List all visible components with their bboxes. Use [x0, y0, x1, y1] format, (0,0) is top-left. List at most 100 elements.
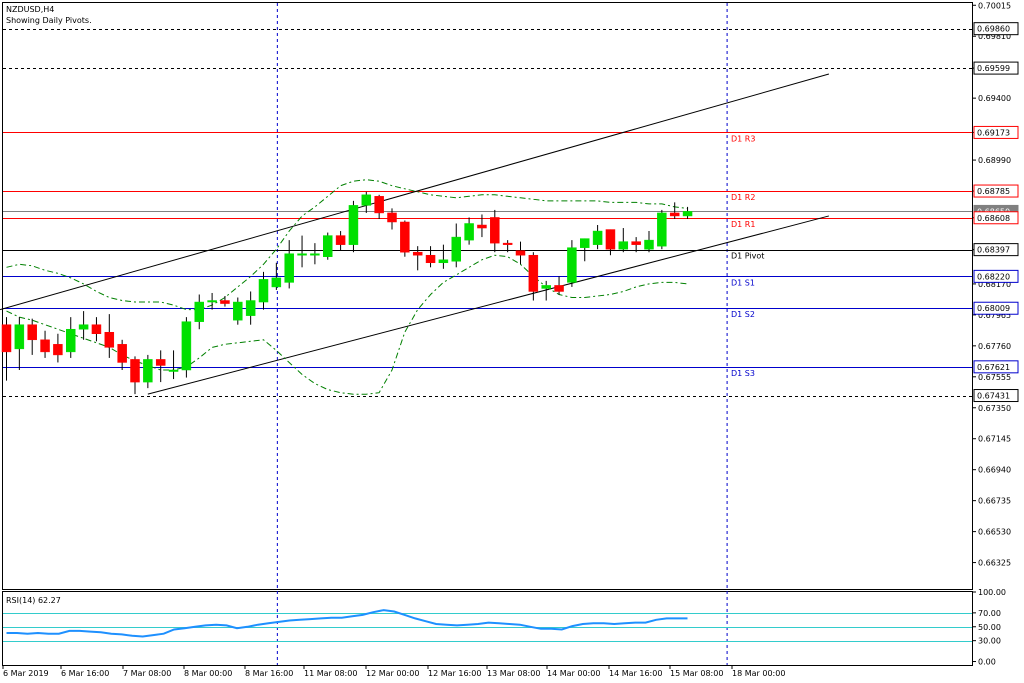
rsi-indicator: 100.00 70.00 50.00 30.00 0.00	[3, 588, 1006, 667]
candle-body	[618, 241, 629, 250]
candle-body	[605, 229, 616, 250]
time-axis-label: 18 Mar 00:00	[732, 669, 785, 678]
pivot-level-label: D1 R2	[731, 193, 755, 202]
time-axis-label: 8 Mar 00:00	[184, 669, 232, 678]
candle-body	[66, 328, 76, 353]
time-axis-label: 6 Mar 16:00	[61, 669, 109, 678]
candle-body	[53, 344, 63, 356]
candle-body	[130, 359, 140, 383]
price-axis-label: 0.69810	[978, 32, 1011, 41]
candle-body	[207, 300, 217, 303]
pivot-level-label: D1 Pivot	[731, 252, 764, 261]
price-tags: 0.698600.695990.691730.687850.686500.686…	[973, 22, 1019, 403]
price-tag-label: 0.67431	[977, 392, 1010, 401]
price-tag-label: 0.68220	[977, 272, 1010, 281]
time-axis-label: 11 Mar 08:00	[304, 669, 357, 678]
price-axis-label: 0.67350	[978, 404, 1011, 413]
price-axis-label: 0.67145	[978, 435, 1011, 444]
price-tag-box	[973, 243, 1019, 257]
time-axis-label: 12 Mar 16:00	[428, 669, 481, 678]
price-tag-box	[973, 22, 1019, 36]
candle-body	[387, 212, 397, 223]
candle-body	[155, 359, 166, 366]
price-axis-label: 0.68170	[978, 280, 1011, 289]
candle-body	[644, 239, 654, 250]
candle-body	[412, 251, 423, 256]
price-tag-label: 0.69599	[977, 64, 1010, 73]
candle-body	[438, 259, 449, 264]
candle-body	[682, 211, 693, 217]
price-tag-box	[973, 184, 1019, 198]
price-tag-box	[973, 269, 1019, 283]
candle-body	[91, 324, 102, 335]
candle-body	[310, 253, 320, 256]
price-tag-box	[973, 301, 1019, 315]
candle-body	[657, 212, 667, 247]
price-tag-box	[973, 360, 1019, 374]
price-axis-label: 0.70015	[978, 1, 1011, 10]
candle-body	[554, 285, 564, 292]
price-axis-label: 0.69400	[978, 94, 1011, 103]
candle-body	[567, 247, 577, 283]
price-axis-label: 0.66735	[978, 497, 1011, 506]
price-tag-label: 0.68608	[977, 214, 1010, 223]
candle-body	[168, 369, 179, 372]
price-tag-label: 0.69860	[977, 25, 1010, 34]
candle-body	[233, 301, 243, 321]
candle-body	[181, 321, 192, 371]
pivot-level-label: D1 R1	[731, 220, 755, 229]
period-separators	[276, 3, 728, 665]
time-axis-label: 14 Mar 00:00	[547, 669, 600, 678]
candle-body	[631, 241, 641, 245]
chart-subtitle: Showing Daily Pivots.	[6, 16, 92, 25]
candle-body	[14, 324, 25, 350]
price-axis: 0.70015 0.69810 0.69599 0.69400 0.69173 0.689…	[972, 1, 1011, 568]
pivot-level-label: D1 S2	[731, 310, 755, 319]
price-tag-box	[973, 389, 1019, 403]
rsi-axis-label: 70.00	[978, 609, 1001, 618]
candle-body	[258, 279, 269, 303]
channel-trend-line	[147, 215, 830, 395]
price-tag-label: 0.68009	[977, 304, 1010, 313]
pivot-level-label: D1 S1	[731, 278, 755, 287]
candle-body	[541, 285, 551, 289]
price-axis-label: 0.66940	[978, 466, 1011, 475]
time-axis-label: 13 Mar 08:00	[487, 669, 540, 678]
candle-body	[40, 339, 50, 353]
candle-body	[490, 217, 500, 244]
price-axis-label: 0.68990	[978, 156, 1011, 165]
candle-body	[348, 205, 359, 245]
pivot-level-labels: D1 R3 D1 R2 D1 R1 D1 Pivot D1 S1 D1 S2 D1 S3	[731, 134, 764, 377]
candle-body	[361, 194, 372, 206]
time-axis-label: 14 Mar 16:00	[609, 669, 662, 678]
price-axis-label: 0.67555	[978, 373, 1011, 382]
candle-body	[284, 253, 294, 283]
candle-body	[78, 324, 89, 330]
price-tag-label: 0.68397	[977, 246, 1010, 255]
candle-body	[1, 324, 12, 353]
price-tag-label: 0.67621	[977, 363, 1010, 372]
candle-body	[335, 235, 346, 245]
candle-body	[669, 212, 680, 217]
price-axis-label: 0.67965	[978, 311, 1011, 320]
price-axis-label: 0.67760	[978, 342, 1011, 351]
time-axis-label: 6 Mar 2019	[3, 669, 49, 678]
main-chart-frame	[2, 2, 973, 590]
chart-symbol-title: NZDUSD,H4	[6, 5, 54, 14]
price-tag-box	[973, 61, 1019, 75]
price-tag-label: 0.69173	[977, 128, 1010, 137]
candle-body	[592, 230, 603, 245]
time-axis-label: 7 Mar 08:00	[123, 669, 171, 678]
candle-body	[271, 277, 282, 288]
candle-body	[245, 300, 256, 316]
time-axis-label: 15 Mar 08:00	[670, 669, 723, 678]
time-axis-label: 8 Mar 16:00	[245, 669, 293, 678]
candle-body	[515, 250, 526, 256]
trend-channel	[0, 73, 830, 395]
candle-body	[323, 235, 333, 257]
candle-body	[425, 254, 436, 264]
candle-body	[528, 254, 539, 292]
price-tag-box	[973, 211, 1019, 225]
pivot-level-lines	[3, 29, 972, 397]
